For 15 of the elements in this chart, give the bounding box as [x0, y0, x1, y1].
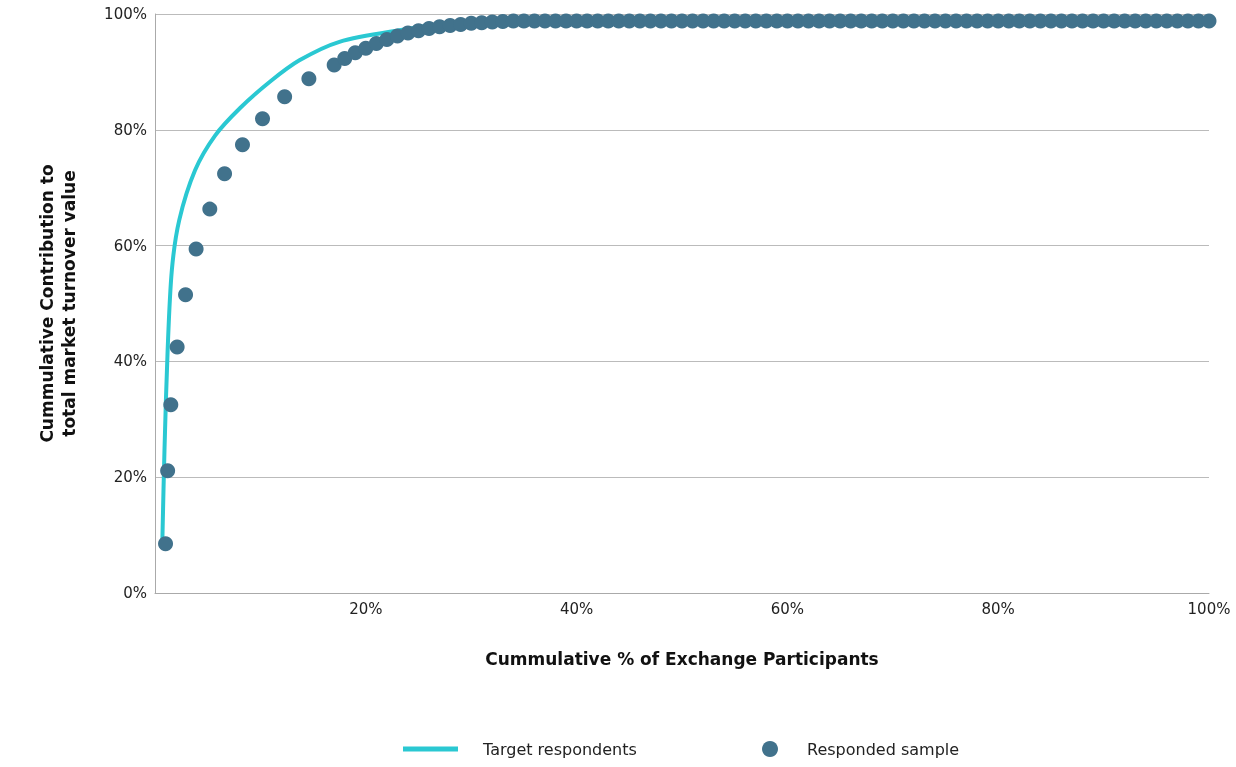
y-tick-label: 80% — [113, 120, 147, 139]
y-axis-title: Cummulative Contribution to total market turnover value — [37, 164, 79, 443]
x-tick-label: 20% — [349, 599, 383, 618]
y-tick-label: 0% — [123, 584, 147, 602]
legend-label: Target respondents — [482, 739, 637, 759]
y-tick-label: 100% — [104, 5, 147, 23]
x-tick-label: 60% — [770, 599, 805, 618]
x-tick-label: 40% — [559, 599, 594, 618]
x-axis-title: Cummulative % of Exchange Participants — [485, 649, 879, 669]
legend-label: Responded sample — [807, 739, 960, 759]
y-tick-label: 40% — [113, 352, 147, 371]
y-tick-label: 20% — [113, 468, 147, 487]
y-tick-label: 60% — [113, 236, 147, 255]
x-tick-label: 80% — [981, 599, 1015, 618]
x-tick-label: 100% — [1187, 599, 1231, 618]
